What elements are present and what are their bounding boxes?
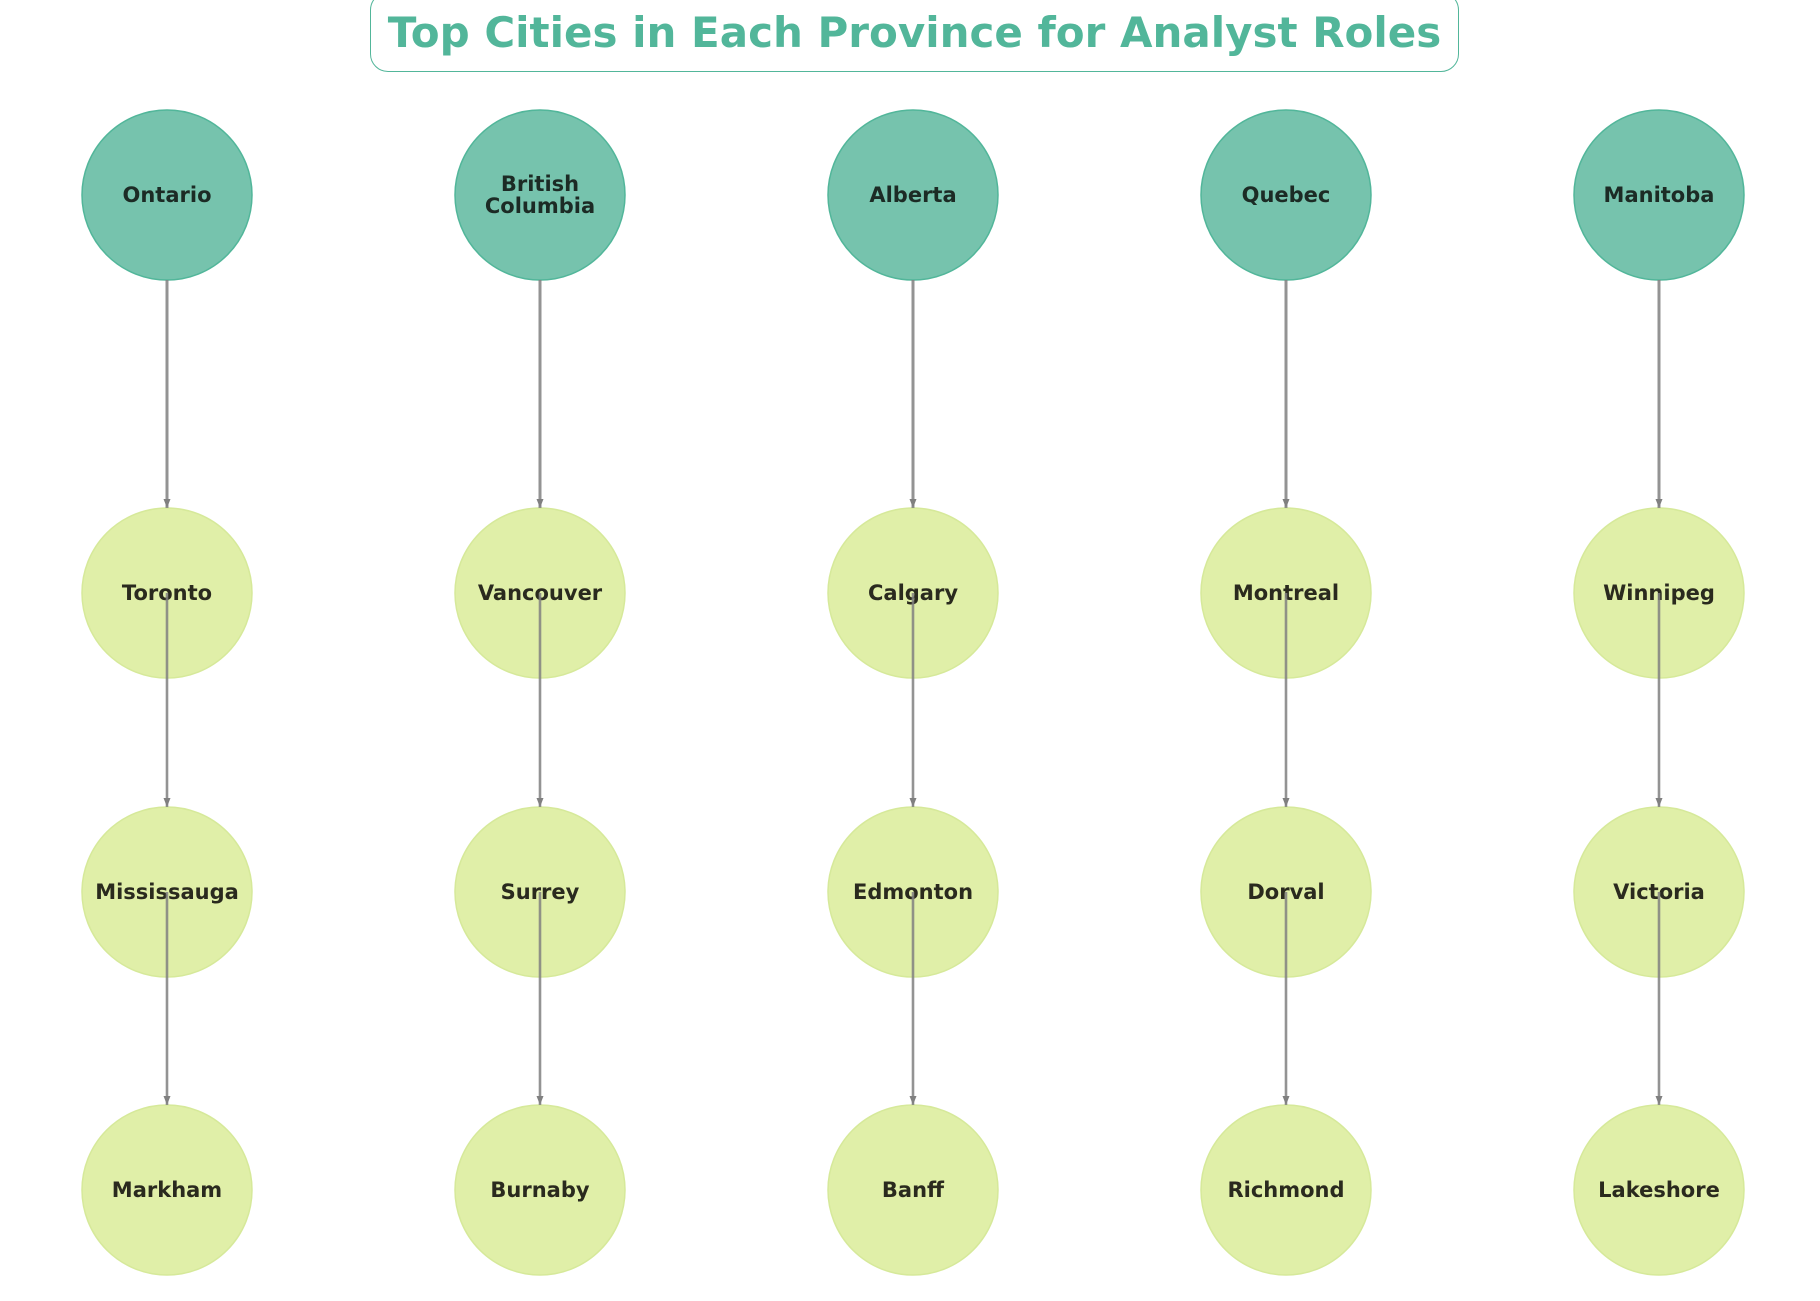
city-node-banff-label: Banff: [882, 1178, 945, 1202]
city-node-burnaby-label: Burnaby: [490, 1178, 589, 1202]
province-node-ontario: Ontario: [81, 109, 253, 281]
city-node-richmond-label: Richmond: [1227, 1178, 1344, 1202]
province-node-ontario-label: Ontario: [123, 183, 212, 207]
province-node-british-columbia-label: Columbia: [485, 194, 595, 218]
province-node-quebec-label: Quebec: [1242, 183, 1331, 207]
diagram-title: Top Cities in Each Province for Analyst …: [387, 7, 1442, 57]
province-node-alberta: Alberta: [827, 109, 999, 281]
province-node-alberta-label: Alberta: [869, 183, 956, 207]
city-node-burnaby: Burnaby: [454, 1104, 626, 1276]
province-node-british-columbia-label: British: [501, 172, 579, 196]
city-node-markham: Markham: [81, 1104, 253, 1276]
city-node-richmond: Richmond: [1200, 1104, 1372, 1276]
city-node-banff: Banff: [827, 1104, 999, 1276]
city-node-lakeshore-label: Lakeshore: [1598, 1178, 1720, 1202]
diagram-title-box: Top Cities in Each Province for Analyst …: [370, 0, 1459, 72]
city-node-markham-label: Markham: [112, 1178, 222, 1202]
edge-layer: [163, 280, 1663, 1105]
province-node-manitoba-label: Manitoba: [1604, 183, 1715, 207]
city-node-lakeshore: Lakeshore: [1573, 1104, 1745, 1276]
province-node-quebec: Quebec: [1200, 109, 1372, 281]
province-node-manitoba: Manitoba: [1573, 109, 1745, 281]
